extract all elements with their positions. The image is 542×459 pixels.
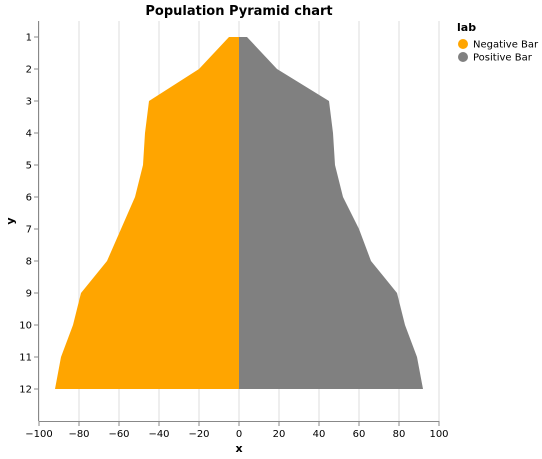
- legend: lab Negative Bar Positive Bar: [457, 21, 539, 64]
- legend-swatch-negative-bar: [458, 39, 468, 49]
- area-positive-bar: [239, 37, 423, 389]
- axis-layer: −100 −80 −60 −40 −20 0 20 40 60 80 100123456789101…: [19, 21, 449, 440]
- y-tick-label: 12: [19, 385, 32, 396]
- y-tick-label: 5: [26, 161, 32, 172]
- chart-title: Population Pyramid chart: [145, 4, 332, 19]
- y-tick-label: 2: [26, 65, 32, 76]
- x-tick-label: 0: [236, 429, 242, 440]
- x-tick-label: 100: [429, 429, 448, 440]
- x-axis-title: x: [235, 442, 242, 455]
- legend-label-positive-bar: Positive Bar: [473, 53, 533, 64]
- x-tick-label: 60: [353, 429, 366, 440]
- y-tick-label: 3: [26, 97, 32, 108]
- x-tick-label: −100: [25, 429, 52, 440]
- x-tick-label: −20: [188, 429, 209, 440]
- y-tick-label: 6: [26, 193, 32, 204]
- y-tick-label: 8: [26, 257, 32, 268]
- x-tick-label: −40: [148, 429, 169, 440]
- y-tick-label: 1: [26, 33, 32, 44]
- legend-swatch-positive-bar: [458, 52, 468, 62]
- x-tick-label: 20: [273, 429, 286, 440]
- legend-label-negative-bar: Negative Bar: [473, 40, 539, 51]
- x-tick-label: −60: [108, 429, 129, 440]
- y-tick-label: 4: [26, 129, 32, 140]
- x-tick-label: 80: [393, 429, 406, 440]
- y-tick-label: 11: [19, 353, 32, 364]
- y-tick-label: 9: [26, 289, 32, 300]
- y-axis-title: y: [4, 217, 17, 224]
- area-layer: [55, 37, 423, 389]
- x-tick-label: 40: [313, 429, 326, 440]
- area-negative-bar: [55, 37, 239, 389]
- y-tick-label: 7: [26, 225, 32, 236]
- legend-title: lab: [457, 21, 476, 34]
- x-tick-label: −80: [68, 429, 89, 440]
- y-tick-label: 10: [19, 321, 32, 332]
